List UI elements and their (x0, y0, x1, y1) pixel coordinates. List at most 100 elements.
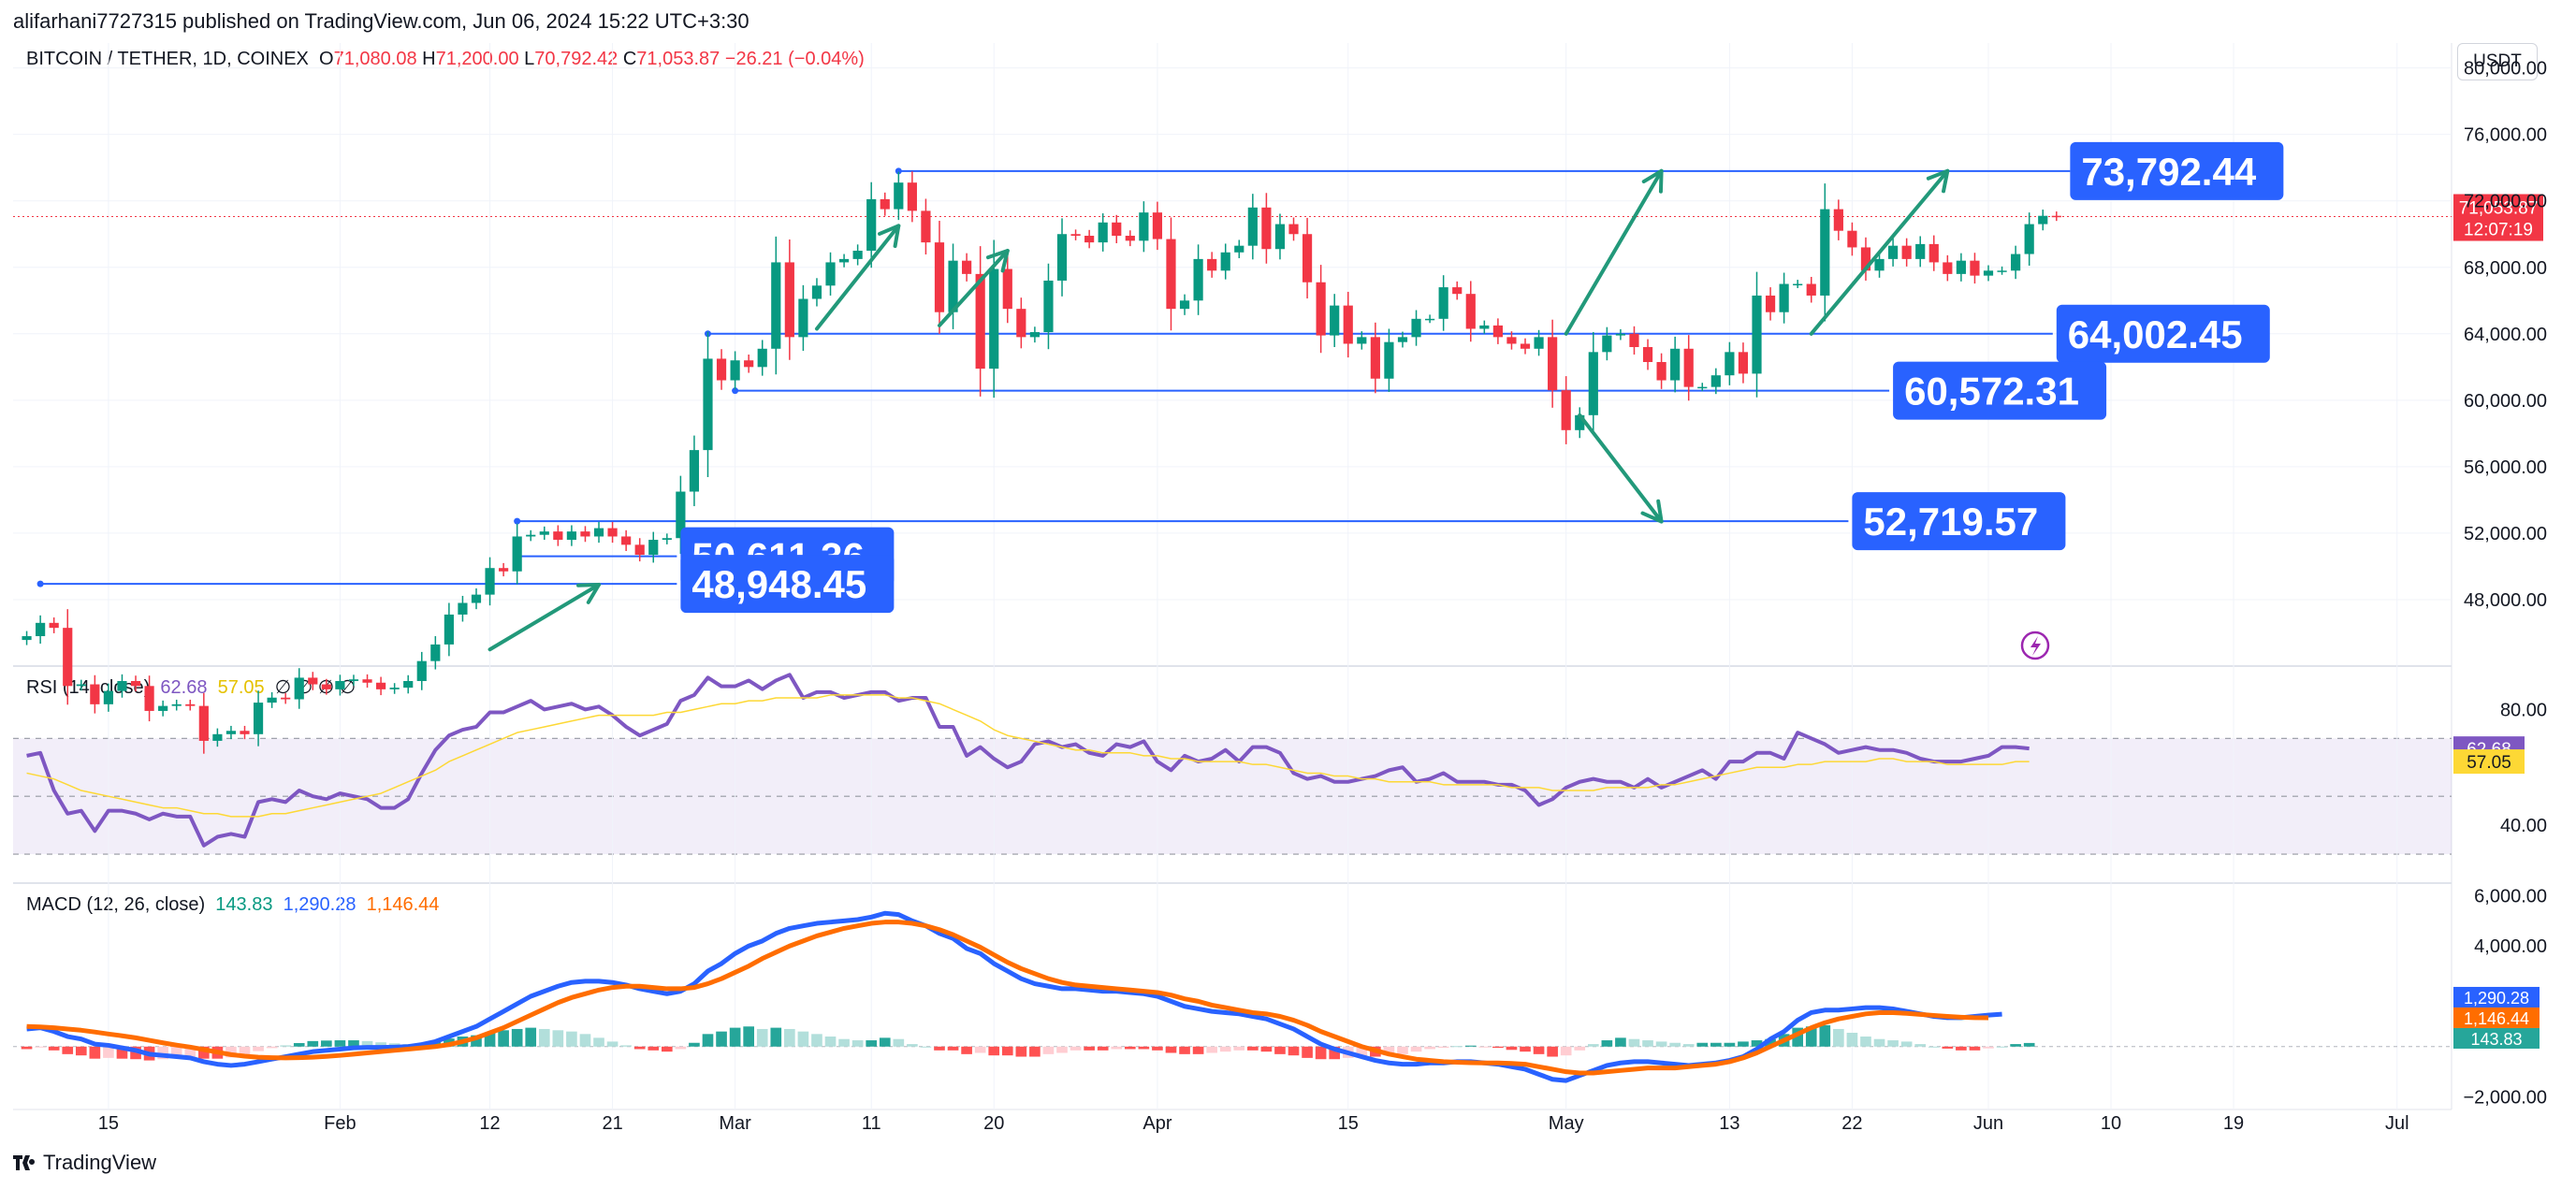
level-price-badge[interactable] (680, 555, 895, 614)
trend-arrow[interactable] (1578, 413, 1664, 524)
level-price-label: 64,002.45 (2068, 312, 2243, 356)
macd-histogram-bar (75, 1046, 87, 1056)
macd-histogram-bar (920, 1046, 932, 1048)
level-anchor-point[interactable] (895, 167, 902, 175)
macd-histogram-bar (1260, 1046, 1273, 1052)
macd-histogram-bar (1682, 1044, 1695, 1047)
macd-histogram-bar (1587, 1044, 1599, 1047)
macd-histogram-bar (1179, 1046, 1190, 1054)
candle-body (1970, 260, 1980, 276)
macd-value-tag-label: 1,146.44 (2464, 1009, 2529, 1028)
macd-histogram-bar (974, 1046, 986, 1053)
open-value: 71,080.08 (333, 49, 417, 69)
macd-histogram-bar (1001, 1046, 1013, 1056)
time-axis-label: 12 (479, 1113, 500, 1134)
macd-histogram-bar (89, 1046, 101, 1059)
candle-body (634, 544, 645, 556)
candle-body (1302, 234, 1313, 283)
candle-body (784, 262, 794, 338)
publish-bar: alifarhani7727315 published on TradingVi… (0, 0, 2576, 43)
time-axis-label: Mar (719, 1113, 751, 1134)
macd-histogram-bar (1247, 1046, 1259, 1051)
trend-arrow[interactable] (937, 249, 1010, 327)
macd-histogram-bar (606, 1041, 619, 1047)
candle-body (1820, 209, 1830, 296)
candle-body (662, 538, 672, 541)
candle-body (1806, 283, 1816, 296)
trend-arrow[interactable] (1809, 168, 1950, 336)
macd-histogram-bar (1288, 1046, 1300, 1056)
macd-histogram-bar (1996, 1046, 2008, 1048)
macd-value-tag (2453, 986, 2540, 1008)
candle-body (1207, 258, 1217, 271)
candle-body (1548, 337, 1558, 391)
time-axis-label: 11 (862, 1113, 881, 1134)
macd-histogram-bar (1805, 1026, 1817, 1047)
candle-body (989, 268, 999, 370)
macd-histogram-bar (1533, 1046, 1545, 1054)
trend-arrow[interactable] (1564, 168, 1664, 336)
level-price-badge[interactable] (1852, 492, 2066, 551)
flash-icon[interactable] (2020, 631, 2050, 660)
macd-histogram-bar (103, 1046, 114, 1058)
candle-body (1915, 243, 1926, 259)
candle-body (907, 182, 917, 211)
macd-histogram-bar (851, 1040, 864, 1047)
candle-body (1956, 260, 1966, 274)
trend-arrow-head (576, 582, 602, 604)
macd-title[interactable]: MACD (12, 26, close) (26, 894, 206, 915)
trend-arrow[interactable] (814, 224, 901, 331)
macd-signal-line[interactable] (26, 920, 1989, 1076)
candle-body (403, 680, 414, 689)
macd-histogram-bar (702, 1034, 714, 1047)
macd-histogram-bar (756, 1028, 768, 1047)
candle-body (1112, 222, 1122, 237)
level-price-badge[interactable] (2070, 141, 2284, 200)
close-label: C (622, 49, 637, 69)
macd-legend: MACD (12, 26, close) 143.83 1,290.28 1,1… (26, 894, 439, 916)
macd-histogram-bar (661, 1046, 673, 1052)
level-anchor-point[interactable] (36, 580, 44, 587)
macd-histogram-bar (1383, 1046, 1395, 1056)
macd-histogram-bar (266, 1046, 278, 1049)
candle-body (416, 660, 427, 681)
candle-body (1710, 375, 1721, 387)
symbol-label[interactable]: BITCOIN / TETHER, 1D, COINEX (26, 49, 309, 69)
level-anchor-point[interactable] (514, 517, 521, 525)
candle-body (1288, 224, 1299, 235)
macd-histogram-bar (620, 1045, 632, 1047)
candle-body (1070, 234, 1081, 237)
bar-countdown: 12:07:19 (2464, 221, 2533, 240)
candle-body (621, 536, 632, 545)
rsi-ma-line[interactable] (26, 694, 2030, 818)
macd-axis-label: 4,000.00 (2474, 936, 2547, 957)
level-price-badge[interactable] (2056, 304, 2270, 363)
trend-arrow[interactable] (488, 582, 602, 652)
candle-body (1438, 287, 1448, 319)
macd-signal-value: 1,146.44 (366, 894, 440, 915)
macd-histogram-bar (893, 1038, 905, 1047)
macd-histogram-bar (907, 1044, 918, 1047)
macd-histogram-bar (1233, 1046, 1245, 1051)
candle-body (1575, 414, 1585, 430)
currency-button[interactable]: USDT (2457, 43, 2538, 80)
macd-histogram-bar (538, 1028, 550, 1047)
macd-histogram-bar (824, 1037, 837, 1047)
macd-histogram-bar (552, 1030, 564, 1047)
macd-histogram-bar (838, 1038, 850, 1047)
candle-body (1779, 283, 1789, 312)
macd-histogram-bar (1437, 1046, 1449, 1049)
candle-body (975, 273, 985, 370)
rsi-axis-label: 80.00 (2500, 700, 2547, 720)
macd-histogram-bar (1056, 1046, 1068, 1053)
candle-body (1056, 234, 1068, 281)
macd-histogram-bar (675, 1046, 687, 1050)
macd-histogram-bar (1424, 1046, 1435, 1050)
level-price-badge[interactable] (1893, 361, 2107, 420)
candle-body (1152, 212, 1163, 239)
candle-body (852, 251, 863, 259)
level-anchor-point[interactable] (732, 387, 739, 395)
macd-histogram-bar (1397, 1046, 1408, 1054)
macd-line[interactable] (26, 910, 2002, 1083)
